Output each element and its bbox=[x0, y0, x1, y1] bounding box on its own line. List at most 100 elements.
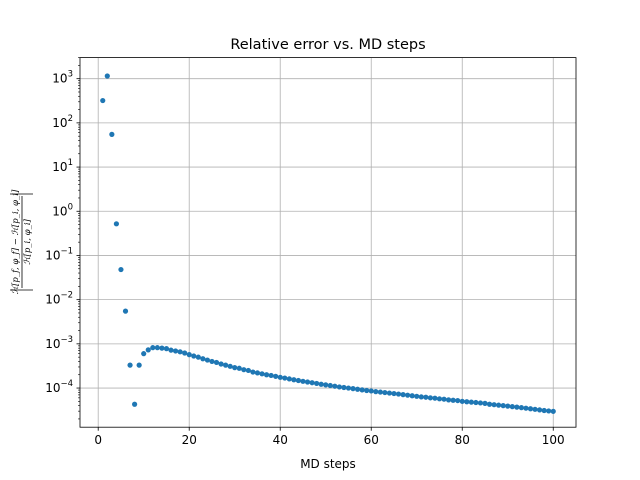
y-tick-label-base: 10 bbox=[45, 293, 60, 307]
data-point bbox=[318, 381, 324, 387]
data-point bbox=[100, 97, 106, 104]
x-tick-label: 60 bbox=[364, 433, 379, 447]
data-point bbox=[113, 221, 120, 227]
data-point bbox=[418, 394, 424, 400]
data-point bbox=[509, 404, 515, 410]
data-point bbox=[550, 408, 556, 414]
data-point bbox=[314, 380, 320, 387]
data-point bbox=[514, 404, 520, 410]
data-point bbox=[213, 359, 220, 366]
y-tick-label: 102 bbox=[52, 114, 73, 130]
data-point bbox=[254, 370, 261, 376]
data-point bbox=[395, 391, 402, 397]
y-tick-label-base: 10 bbox=[52, 116, 67, 130]
y-tick-label-base: 10 bbox=[52, 204, 67, 218]
data-point bbox=[323, 382, 329, 388]
data-point bbox=[104, 73, 110, 79]
data-point bbox=[354, 386, 361, 392]
data-point bbox=[132, 401, 138, 407]
data-point bbox=[273, 373, 279, 379]
data-point bbox=[241, 367, 247, 373]
data-point bbox=[159, 345, 165, 351]
data-point bbox=[441, 396, 447, 402]
data-point bbox=[209, 358, 215, 365]
data-point bbox=[541, 407, 547, 414]
data-point bbox=[382, 389, 388, 396]
data-point bbox=[450, 397, 456, 403]
data-point bbox=[127, 362, 133, 368]
x-axis-label: MD steps bbox=[300, 457, 356, 471]
data-point bbox=[141, 351, 147, 357]
data-point bbox=[118, 266, 124, 273]
data-point bbox=[204, 357, 211, 363]
y-axis-label-denominator: ℋ[p_i, φ_i] bbox=[23, 218, 33, 264]
data-point bbox=[282, 375, 288, 381]
y-tick-label-base: 10 bbox=[45, 381, 60, 395]
data-point bbox=[386, 390, 393, 396]
data-point bbox=[368, 388, 374, 394]
data-point bbox=[486, 401, 493, 407]
y-tick-label: 101 bbox=[52, 158, 73, 174]
data-point bbox=[518, 405, 524, 411]
data-point bbox=[536, 407, 543, 413]
data-point bbox=[405, 392, 411, 398]
x-tick-label: 80 bbox=[455, 433, 470, 447]
data-point bbox=[373, 389, 379, 395]
y-tick-label-exponent: −1 bbox=[60, 246, 73, 256]
data-point bbox=[327, 382, 333, 389]
data-point bbox=[295, 377, 302, 384]
data-point bbox=[191, 353, 197, 359]
data-point bbox=[291, 377, 297, 383]
data-point bbox=[154, 345, 160, 351]
y-tick-label: 10−2 bbox=[45, 291, 73, 307]
data-point bbox=[423, 394, 429, 400]
data-point bbox=[163, 346, 170, 352]
data-point bbox=[172, 348, 179, 354]
data-point bbox=[236, 365, 242, 371]
y-tick-label: 10−1 bbox=[45, 246, 73, 262]
y-tick-label-exponent: 1 bbox=[68, 158, 73, 168]
data-point bbox=[445, 397, 452, 403]
data-point bbox=[414, 393, 420, 399]
data-point bbox=[195, 354, 201, 360]
data-point bbox=[482, 400, 488, 406]
data-point bbox=[364, 387, 370, 394]
data-point bbox=[300, 378, 306, 384]
data-point bbox=[122, 308, 129, 314]
data-point bbox=[309, 380, 315, 386]
data-point bbox=[468, 399, 474, 405]
data-point bbox=[109, 131, 115, 137]
data-point bbox=[227, 363, 233, 369]
y-axis-label: ℋ[p_f, φ_f] − ℋ[p_i, φ_i] ℋ[p_i, φ_i] bbox=[10, 189, 33, 294]
data-point bbox=[400, 392, 406, 398]
data-points bbox=[100, 73, 556, 414]
data-point bbox=[500, 403, 506, 409]
chart-title: Relative error vs. MD steps bbox=[230, 37, 425, 53]
y-tick-label: 103 bbox=[52, 70, 73, 86]
data-point bbox=[427, 395, 433, 401]
y-tick-label-exponent: −3 bbox=[60, 335, 73, 345]
data-point bbox=[546, 408, 552, 414]
data-point bbox=[532, 406, 538, 412]
data-point bbox=[263, 372, 270, 378]
data-point bbox=[527, 406, 534, 412]
data-point bbox=[268, 372, 274, 379]
data-point bbox=[332, 383, 338, 389]
y-tick-label: 10−3 bbox=[45, 335, 73, 351]
data-point bbox=[359, 387, 365, 393]
data-point bbox=[377, 389, 383, 395]
data-point bbox=[245, 367, 251, 374]
x-tick-label: 40 bbox=[273, 433, 288, 447]
data-point bbox=[223, 362, 229, 368]
data-point bbox=[350, 386, 356, 392]
data-point bbox=[459, 398, 465, 404]
x-tick-label: 100 bbox=[542, 433, 565, 447]
data-point bbox=[455, 397, 461, 404]
data-point bbox=[286, 376, 292, 382]
data-point bbox=[409, 393, 415, 399]
x-tick-label: 0 bbox=[94, 433, 102, 447]
y-tick-label: 100 bbox=[52, 202, 73, 218]
x-axis-ticks: 0 20 40 60 80 100 bbox=[94, 427, 565, 447]
y-axis-label-numerator: ℋ[p_f, φ_f] − ℋ[p_i, φ_i] bbox=[11, 189, 21, 294]
